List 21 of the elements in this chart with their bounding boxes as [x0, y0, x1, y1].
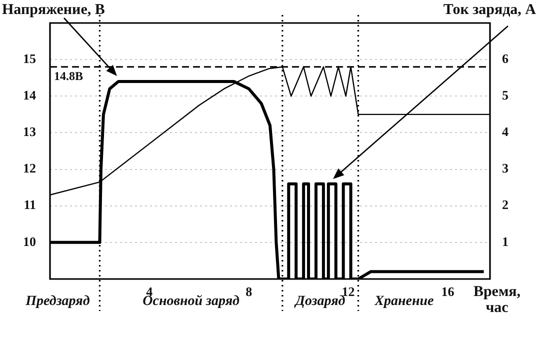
x-axis-title: Время, час: [472, 284, 522, 316]
text: Предзаряд: [24, 293, 91, 310]
x-tick-label: 16: [441, 284, 455, 300]
text: Хранение: [374, 294, 434, 309]
y-axis-title: Напряжение, В: [2, 2, 105, 18]
y-tick-label: 13: [23, 124, 36, 140]
y2-tick-label: 3: [502, 160, 509, 176]
x-tick-label: 8: [246, 284, 253, 300]
y-tick-label: 10: [23, 234, 36, 249]
y2-tick-label: 2: [502, 197, 508, 212]
y-tick-label: 14: [23, 88, 36, 102]
ref-line-label: 14.8В: [54, 68, 84, 83]
y2-tick-label: 1: [502, 234, 508, 249]
y-tick-label: 11: [24, 197, 36, 212]
y-tick-label: 15: [23, 50, 36, 66]
text: Дозаряд: [293, 294, 346, 310]
y2-tick-label: 4: [502, 124, 509, 140]
y2-tick-label: 6: [502, 50, 509, 66]
y-tick-label: 12: [23, 160, 36, 176]
y2-tick-label: 5: [502, 88, 509, 102]
y2-axis-title: Ток заряда, А: [443, 2, 536, 18]
